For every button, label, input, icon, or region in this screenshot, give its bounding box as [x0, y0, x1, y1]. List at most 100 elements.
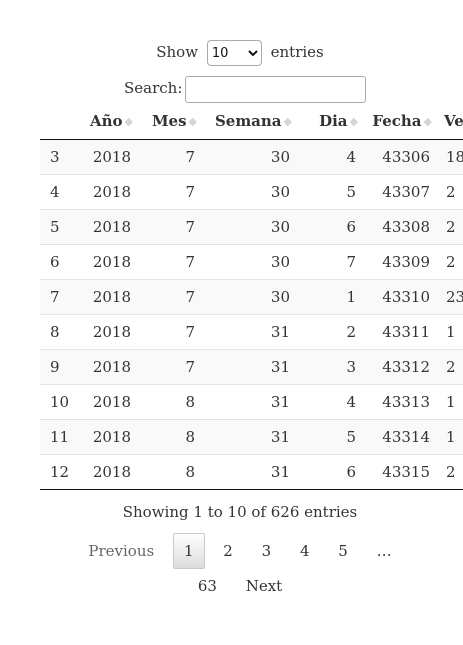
- table-cell: 2: [442, 349, 463, 385]
- column-header-fecha[interactable]: Fecha ◆: [368, 103, 442, 140]
- table-cell: 43311: [368, 314, 442, 350]
- sort-icon: ◆: [349, 115, 358, 128]
- table-cell: 2: [442, 454, 463, 490]
- next-button[interactable]: Next: [245, 577, 283, 595]
- data-table: Año◆ Mes◆ Semana◆ Dia◆ Fecha◆ Ver 320187…: [40, 103, 463, 490]
- table-cell: 6: [302, 209, 368, 245]
- sort-icon: ◆: [188, 115, 197, 128]
- table-cell: 7: [143, 244, 207, 280]
- table-cell: 30: [207, 244, 302, 280]
- table-cell: 31: [207, 454, 302, 490]
- table-cell: 8: [40, 314, 85, 350]
- column-header-ver[interactable]: Ver: [442, 103, 463, 140]
- page-button-3[interactable]: 3: [261, 542, 272, 560]
- table-cell: 43315: [368, 454, 442, 490]
- table-cell: 7: [143, 314, 207, 350]
- table-search-control: Search:: [124, 75, 367, 103]
- table-cell: 31: [207, 384, 302, 420]
- sort-icon: ◆: [423, 115, 432, 128]
- table-cell: 3: [302, 349, 368, 385]
- page-button-4[interactable]: 4: [299, 542, 310, 560]
- table-cell: 43313: [368, 384, 442, 420]
- table-cell: 1: [302, 279, 368, 315]
- table-cell: 2018: [85, 244, 143, 280]
- column-header-label: Mes: [151, 112, 187, 130]
- column-header-label: Año: [89, 112, 123, 130]
- table-cell: 11: [40, 419, 85, 455]
- table-cell: 31: [207, 349, 302, 385]
- table-cell: 12: [40, 454, 85, 490]
- table-cell: 7: [143, 349, 207, 385]
- column-header-label: Semana: [214, 112, 282, 130]
- table-cell: 43306: [368, 139, 442, 175]
- table-cell: 2018: [85, 454, 143, 490]
- sort-icon: ◆: [124, 115, 133, 128]
- table-cell: 2018: [85, 174, 143, 210]
- table-cell: 2018: [85, 419, 143, 455]
- column-header-index: [40, 103, 85, 140]
- table-cell: 5: [302, 419, 368, 455]
- table-cell: 188: [442, 139, 463, 175]
- table-cell: 3: [40, 139, 85, 175]
- column-header-label: Ver: [444, 112, 463, 130]
- table-cell: 31: [207, 314, 302, 350]
- page-button-63[interactable]: 63: [197, 577, 217, 595]
- column-header-mes[interactable]: Mes ◆: [143, 103, 207, 140]
- column-header-ano[interactable]: Año ◆: [85, 103, 143, 140]
- table-cell: 43309: [368, 244, 442, 280]
- column-header-dia[interactable]: Dia ◆: [302, 103, 368, 140]
- page-button-1[interactable]: 1: [172, 533, 205, 569]
- table-row: 11 2018 8 31 5 43314 1: [40, 419, 463, 455]
- table-row: 12 2018 8 31 6 43315 2: [40, 454, 463, 490]
- table-cell: 6: [40, 244, 85, 280]
- table-cell: 43307: [368, 174, 442, 210]
- table-cell: 1: [442, 314, 463, 350]
- table-cell: 8: [143, 454, 207, 490]
- table-length-control: Show 10 entries: [0, 40, 463, 66]
- table-cell: 10: [40, 384, 85, 420]
- table-cell: 8: [143, 419, 207, 455]
- table-cell: 2018: [85, 279, 143, 315]
- table-cell: 2018: [85, 349, 143, 385]
- table-cell: 5: [302, 174, 368, 210]
- table-cell: 8: [143, 384, 207, 420]
- table-cell: 2: [442, 244, 463, 280]
- page-button-2[interactable]: 2: [223, 542, 233, 560]
- table-header-row: Año◆ Mes◆ Semana◆ Dia◆ Fecha◆ Ver: [40, 103, 463, 140]
- table-cell: 30: [207, 209, 302, 245]
- table-cell: 2: [442, 209, 463, 245]
- table-cell: 7: [302, 244, 368, 280]
- previous-button[interactable]: Previous: [88, 542, 155, 560]
- table-cell: 1: [442, 384, 463, 420]
- table-cell: 43310: [368, 279, 442, 315]
- table-cell: 9: [40, 349, 85, 385]
- column-header-label: Dia: [319, 112, 348, 130]
- table-cell: 7: [143, 174, 207, 210]
- table-cell: 7: [143, 209, 207, 245]
- table-cell: 31: [207, 419, 302, 455]
- table-row: 10 2018 8 31 4 43313 1: [40, 384, 463, 420]
- column-header-semana[interactable]: Semana ◆: [207, 103, 302, 140]
- table-cell: 30: [207, 174, 302, 210]
- table-row: 8 2018 7 31 2 43311 1: [40, 314, 463, 350]
- table-cell: 4: [302, 384, 368, 420]
- table-cell: 30: [207, 139, 302, 175]
- table-cell: 5: [40, 209, 85, 245]
- table-cell: 43312: [368, 349, 442, 385]
- table-cell: 239: [442, 279, 463, 315]
- table-cell: 2018: [85, 209, 143, 245]
- table-cell: 4: [40, 174, 85, 210]
- table-cell: 30: [207, 279, 302, 315]
- pagination: Previous 1 2 3 4 5 … 63 Next: [0, 533, 463, 605]
- sort-icon: ◆: [283, 115, 292, 128]
- table-cell: 7: [40, 279, 85, 315]
- table-cell: 1: [442, 419, 463, 455]
- page-button-5[interactable]: 5: [338, 542, 348, 560]
- show-label: Show: [156, 43, 199, 61]
- table-info: Showing 1 to 10 of 626 entries: [122, 503, 358, 521]
- entries-per-page-select[interactable]: 10: [206, 40, 262, 66]
- table-row: 6 2018 7 30 7 43309 2: [40, 244, 463, 280]
- entries-label: entries: [270, 43, 324, 61]
- table-row: 32018730443306188: [40, 139, 463, 175]
- search-input[interactable]: [185, 75, 367, 103]
